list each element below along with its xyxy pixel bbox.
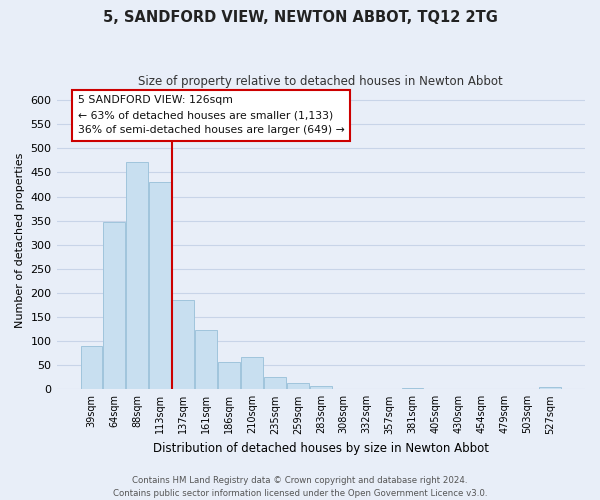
Bar (241, 357, 263, 390)
Bar (287, 383, 309, 390)
Bar (195, 330, 217, 390)
Bar (218, 362, 240, 390)
Text: 5, SANDFORD VIEW, NEWTON ABBOT, TQ12 2TG: 5, SANDFORD VIEW, NEWTON ABBOT, TQ12 2TG (103, 10, 497, 25)
Bar (172, 300, 194, 390)
Bar (264, 378, 286, 390)
Title: Size of property relative to detached houses in Newton Abbot: Size of property relative to detached ho… (139, 75, 503, 88)
X-axis label: Distribution of detached houses by size in Newton Abbot: Distribution of detached houses by size … (153, 442, 489, 455)
Bar (401, 388, 424, 390)
Bar (103, 222, 125, 390)
Bar (127, 162, 148, 390)
Y-axis label: Number of detached properties: Number of detached properties (15, 152, 25, 328)
Text: 5 SANDFORD VIEW: 126sqm
← 63% of detached houses are smaller (1,133)
36% of semi: 5 SANDFORD VIEW: 126sqm ← 63% of detache… (77, 95, 344, 136)
Bar (80, 346, 103, 390)
Text: Contains HM Land Registry data © Crown copyright and database right 2024.
Contai: Contains HM Land Registry data © Crown c… (113, 476, 487, 498)
Bar (539, 388, 561, 390)
Bar (149, 182, 171, 390)
Bar (310, 386, 332, 390)
